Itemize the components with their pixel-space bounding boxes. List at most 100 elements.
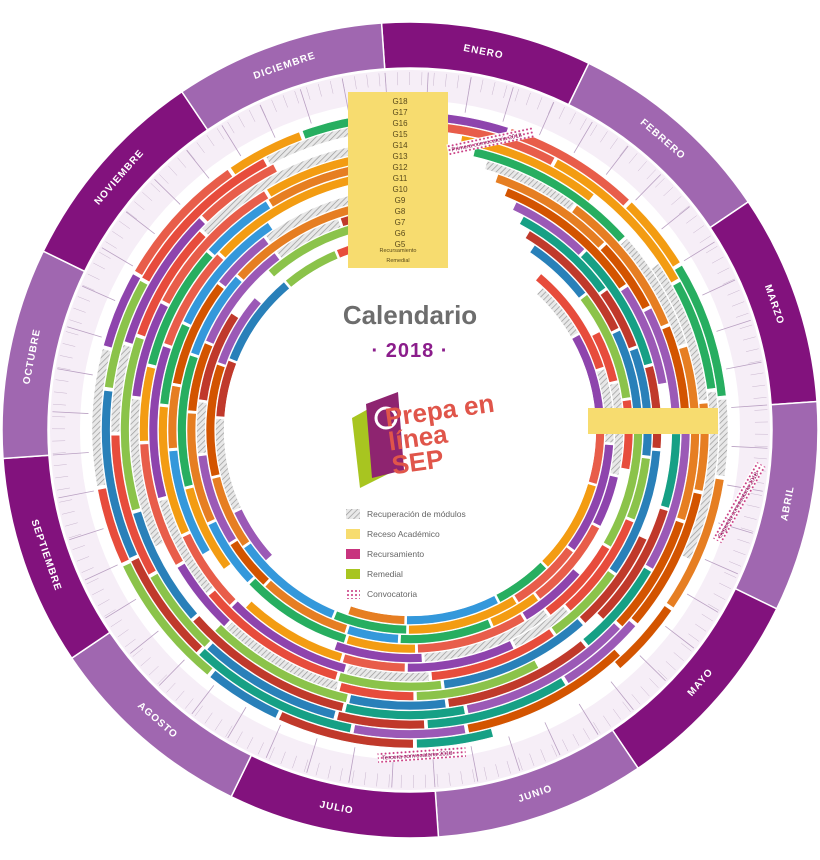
week-tick: [539, 102, 555, 136]
convocatoria-band: [446, 126, 535, 156]
module-segment: [159, 323, 191, 405]
day-tick: [701, 613, 713, 622]
day-tick: [303, 759, 309, 773]
receso-swatch-icon: [346, 529, 360, 539]
week-tick: [259, 104, 276, 138]
module-segment: [676, 345, 700, 521]
module-segment: [172, 283, 225, 386]
day-tick: [53, 464, 67, 466]
module-segment: [201, 163, 278, 223]
group-label: G13: [392, 152, 408, 161]
day-tick: [754, 445, 768, 447]
day-tick: [378, 73, 381, 87]
day-tick: [184, 698, 194, 709]
day-tick: [294, 91, 300, 104]
day-tick: [722, 278, 735, 285]
module-segment: [408, 595, 518, 635]
day-tick: [204, 712, 213, 724]
module-segment: [134, 169, 234, 276]
module-segment: [190, 275, 243, 357]
week-tick: [125, 211, 155, 235]
module-segment: [156, 545, 220, 630]
day-tick: [551, 744, 558, 757]
week-tick: [154, 178, 181, 205]
day-tick: [705, 246, 718, 254]
day-tick: [460, 771, 463, 785]
week-tick: [306, 738, 318, 773]
module-segment: [489, 593, 539, 627]
module-segment: [614, 605, 673, 669]
day-tick: [506, 761, 511, 774]
module-segment: [672, 280, 716, 390]
week-tick: [105, 598, 137, 619]
day-tick: [609, 138, 618, 150]
day-tick: [631, 694, 641, 705]
module-segment: [231, 600, 347, 674]
day-tick: [737, 538, 750, 544]
day-tick: [728, 561, 742, 567]
module-segment: [519, 215, 607, 294]
module-segment: [599, 243, 651, 310]
day-tick: [366, 74, 369, 88]
module-segment: [346, 625, 399, 644]
module-segment: [192, 615, 345, 712]
week-tick: [221, 125, 242, 157]
module-segment: [460, 135, 595, 202]
module-segment: [97, 487, 130, 564]
recursamiento-swatch-icon: [346, 549, 360, 559]
day-tick: [727, 289, 740, 296]
week-tick: [130, 630, 159, 654]
group-label: G14: [392, 141, 408, 150]
module-segment: [571, 204, 670, 328]
module-segment: [207, 520, 255, 584]
day-tick: [57, 367, 71, 371]
day-tick: [483, 766, 488, 780]
module-segment: [333, 610, 407, 635]
day-tick: [736, 312, 749, 318]
day-tick: [743, 516, 757, 520]
module-segment: [626, 457, 651, 521]
module-segment: [203, 551, 251, 607]
day-tick: [59, 355, 73, 359]
group-label: G12: [392, 163, 408, 172]
module-segment: [591, 331, 619, 383]
day-tick: [518, 757, 523, 770]
day-tick: [363, 772, 367, 786]
module-rings: [91, 112, 729, 749]
module-segment: [513, 546, 574, 604]
week-tick: [82, 285, 116, 301]
day-tick: [315, 762, 320, 776]
module-segment: [342, 653, 406, 673]
legend-item-receso: Receso Académico: [346, 526, 506, 542]
day-tick: [649, 678, 659, 688]
day-tick: [600, 131, 608, 143]
logo-circle-icon: [374, 406, 398, 430]
module-segment: [426, 677, 567, 729]
remedial-swatch-icon: [346, 569, 360, 579]
module-segment: [715, 398, 729, 477]
module-segment: [104, 280, 149, 389]
week-tick: [69, 528, 104, 541]
dots-swatch-icon: [346, 589, 360, 599]
module-segment: [196, 401, 208, 455]
module-segment: [417, 613, 526, 654]
week-tick: [573, 121, 593, 154]
module-segment: [484, 160, 575, 211]
week-tick: [635, 174, 662, 201]
day-tick: [480, 79, 484, 93]
day-tick: [740, 527, 754, 532]
day-tick: [750, 372, 764, 376]
day-tick: [673, 652, 684, 661]
module-segment: [186, 412, 216, 524]
module-segment: [504, 187, 627, 290]
module-segment: [512, 201, 586, 256]
day-tick: [105, 241, 117, 249]
module-segment: [206, 642, 337, 720]
day-tick: [724, 572, 737, 578]
convocatoria-band: [377, 746, 466, 764]
day-tick: [104, 609, 116, 617]
day-tick: [572, 734, 580, 746]
module-segment: [511, 605, 570, 648]
week-tick: [341, 78, 350, 114]
day-tick: [388, 774, 390, 788]
